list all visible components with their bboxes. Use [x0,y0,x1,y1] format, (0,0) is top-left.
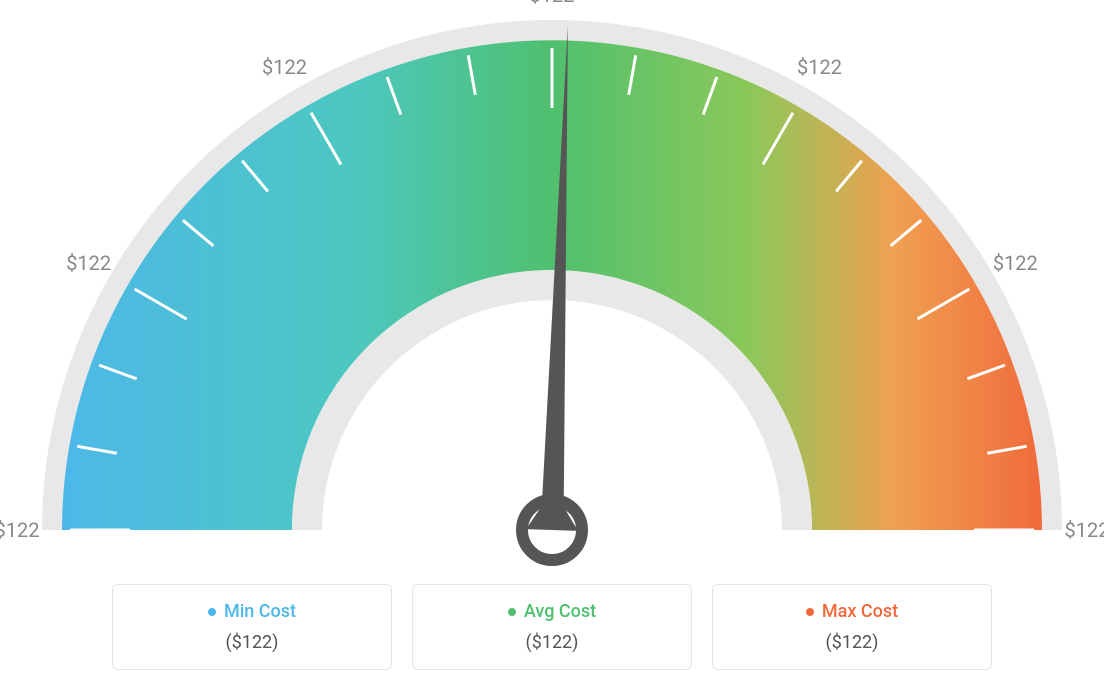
gauge-tick-label: $122 [66,251,111,275]
legend-value-max: ($122) [733,632,971,653]
chart-container: $122 $122 $122 $122 $122 $122 $122 Min Cost ($… [0,0,1104,690]
legend-label-min: Min Cost [224,601,296,622]
gauge-tick-label: $122 [262,55,307,79]
legend-row: Min Cost ($122) Avg Cost ($122) Max Cost… [112,584,992,671]
legend-item-min: Min Cost ($122) [112,584,392,671]
legend-dot-avg [508,608,516,616]
legend-dot-min [208,608,216,616]
legend-value-min: ($122) [133,632,371,653]
gauge-tick-label: $122 [530,0,575,7]
gauge-tick-label: $122 [1065,518,1104,542]
legend-label-avg: Avg Cost [524,601,596,622]
legend-value-avg: ($122) [433,632,671,653]
gauge-tick-label: $122 [797,55,842,79]
gauge-tick-label: $122 [993,251,1038,275]
gauge-tick-label: $122 [0,518,39,542]
legend-label-max: Max Cost [822,601,898,622]
legend-dot-max [806,608,814,616]
gauge-chart: $122 $122 $122 $122 $122 $122 $122 [0,0,1104,570]
legend-item-avg: Avg Cost ($122) [412,584,692,671]
legend-item-max: Max Cost ($122) [712,584,992,671]
